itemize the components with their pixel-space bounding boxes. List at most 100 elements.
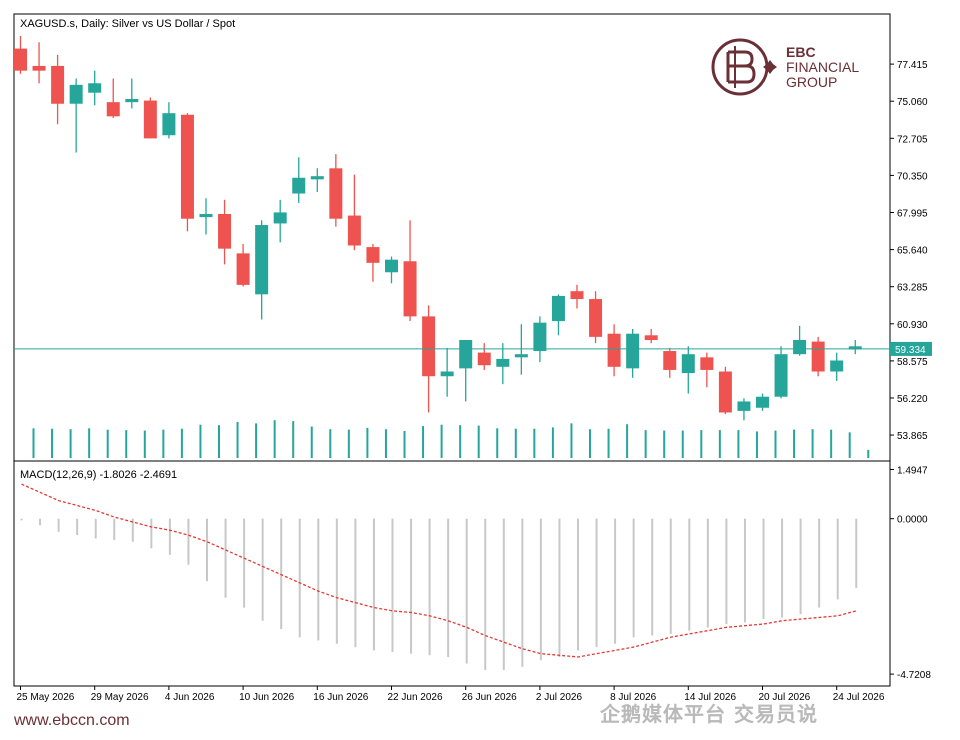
candle-body bbox=[570, 291, 584, 300]
candle-body bbox=[51, 65, 65, 104]
candle bbox=[830, 352, 844, 381]
candle bbox=[700, 352, 714, 388]
candle-body bbox=[125, 99, 139, 103]
candle bbox=[681, 346, 695, 394]
candle bbox=[310, 168, 324, 192]
candle-body bbox=[69, 84, 83, 104]
candle-body bbox=[329, 168, 343, 219]
price-tick-label: 58.575 bbox=[897, 357, 928, 368]
candle-body bbox=[440, 371, 454, 377]
candle bbox=[218, 199, 232, 265]
candle-body bbox=[310, 176, 324, 180]
candle bbox=[626, 328, 640, 378]
candle bbox=[551, 294, 565, 336]
candle-body bbox=[292, 177, 306, 194]
candle-body bbox=[14, 48, 27, 71]
current-price-badge bbox=[890, 341, 932, 356]
candle bbox=[14, 36, 27, 74]
volume-bars bbox=[32, 420, 870, 458]
candle bbox=[347, 174, 361, 251]
candle-body bbox=[403, 261, 417, 317]
candle-body bbox=[718, 371, 732, 413]
price-tick-label: 53.865 bbox=[897, 431, 928, 442]
candle-body bbox=[347, 215, 361, 246]
date-tick-label: 10 Jun 2026 bbox=[239, 692, 294, 703]
candle-body bbox=[385, 259, 398, 273]
candle bbox=[162, 102, 176, 139]
candle bbox=[477, 343, 491, 370]
candle bbox=[459, 340, 473, 402]
candle bbox=[440, 347, 454, 397]
candle bbox=[255, 220, 269, 320]
price-tick-label: 75.060 bbox=[897, 97, 928, 108]
candle-body bbox=[88, 83, 102, 93]
candle bbox=[644, 328, 658, 344]
price-tick-label: 70.350 bbox=[897, 171, 928, 182]
candle-body bbox=[273, 212, 287, 224]
candle bbox=[51, 54, 65, 125]
date-tick-label: 25 May 2026 bbox=[17, 692, 75, 703]
ebc-logo-icon bbox=[711, 38, 777, 96]
macd-signal-line bbox=[21, 483, 857, 658]
candle bbox=[533, 316, 547, 363]
candle-body bbox=[607, 333, 621, 367]
date-tick-label: 29 May 2026 bbox=[91, 692, 149, 703]
date-tick-label: 24 Jul 2026 bbox=[833, 692, 885, 703]
candle-body bbox=[737, 401, 751, 411]
candle-body bbox=[811, 341, 825, 372]
candle-body bbox=[663, 351, 677, 370]
candle-body bbox=[422, 316, 436, 377]
candle-body bbox=[644, 335, 658, 341]
candle-body bbox=[774, 354, 788, 397]
candle bbox=[143, 97, 157, 139]
candle bbox=[199, 198, 213, 235]
candle bbox=[236, 243, 250, 287]
date-tick-label: 2 Jul 2026 bbox=[536, 692, 583, 703]
candle-body bbox=[199, 213, 213, 218]
candle bbox=[422, 305, 436, 413]
macd-tick-label: -4.7208 bbox=[897, 670, 931, 681]
chart-title: XAGUSD.s, Daily: Silver vs US Dollar / S… bbox=[20, 18, 235, 30]
candle bbox=[366, 243, 380, 282]
candle-body bbox=[533, 322, 547, 352]
axis-labels: 77.415 75.060 72.705 70.350 67.995 65.640 63.2… bbox=[17, 60, 932, 703]
candle bbox=[774, 346, 788, 399]
price-tick-label: 65.640 bbox=[897, 246, 928, 257]
macd-tick-label: 1.4947 bbox=[897, 465, 928, 476]
logo-line-financial: FINANCIAL bbox=[786, 59, 860, 75]
candle-body bbox=[459, 340, 473, 369]
candle bbox=[589, 291, 603, 344]
website-url[interactable]: www.ebccn.com bbox=[14, 712, 130, 729]
candle bbox=[69, 78, 83, 153]
candle bbox=[125, 78, 139, 109]
candle bbox=[106, 78, 120, 118]
logo-line-ebc: EBC bbox=[786, 44, 816, 60]
ebc-logo-text: EBC FINANCIAL GROUP bbox=[786, 45, 859, 90]
candle-body bbox=[589, 299, 603, 337]
date-tick-label: 26 Jun 2026 bbox=[462, 692, 517, 703]
candle-body bbox=[162, 113, 176, 136]
price-tick-label: 60.930 bbox=[897, 320, 928, 331]
candle-body bbox=[477, 352, 491, 366]
candle bbox=[32, 42, 46, 84]
logo-line-group: GROUP bbox=[786, 74, 838, 90]
candle-body bbox=[551, 295, 565, 322]
price-tick-label: 67.995 bbox=[897, 208, 928, 219]
date-tick-label: 20 Jul 2026 bbox=[759, 692, 811, 703]
candle-body bbox=[830, 360, 844, 372]
candle bbox=[718, 366, 732, 415]
price-tick-label: 77.415 bbox=[897, 60, 928, 71]
candle-body bbox=[626, 333, 640, 369]
candle bbox=[570, 284, 584, 309]
candle bbox=[663, 347, 677, 378]
candle-body bbox=[32, 65, 46, 71]
candle bbox=[403, 220, 417, 322]
candle bbox=[607, 324, 621, 377]
candle-body bbox=[848, 346, 862, 350]
date-tick-label: 16 Jun 2026 bbox=[313, 692, 368, 703]
date-tick-label: 4 Jun 2026 bbox=[165, 692, 215, 703]
candle bbox=[811, 336, 825, 377]
candle-body bbox=[700, 357, 714, 370]
candle bbox=[514, 324, 528, 375]
candle bbox=[273, 199, 287, 243]
